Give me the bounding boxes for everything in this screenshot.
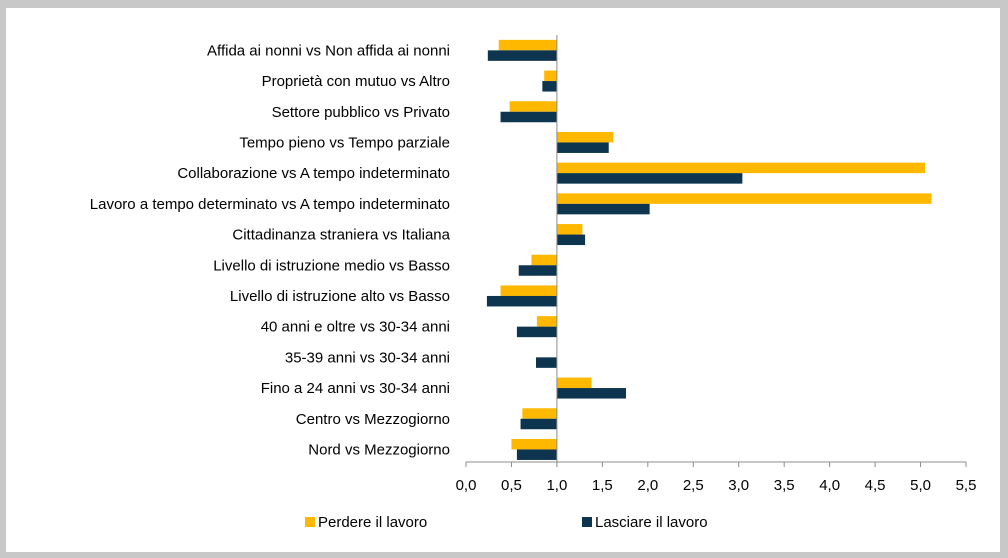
bar-perdere (500, 285, 557, 296)
bar-lasciare (516, 449, 557, 460)
category-label: Nord vs Mezzogiorno (308, 441, 450, 458)
bar-perdere (536, 316, 557, 327)
legend-label: Lasciare il lavoro (595, 514, 708, 531)
bar-perdere (511, 438, 557, 450)
bar-perdere (498, 39, 557, 51)
bar-lasciare (520, 418, 557, 430)
x-tick-label: 0,5 (501, 477, 522, 494)
bars (486, 39, 932, 460)
bar-perdere (556, 131, 614, 143)
category-labels: Affida ai nonni vs Non affida ai nonni Pr… (90, 42, 451, 458)
bar-lasciare (487, 50, 557, 61)
bar-perdere (531, 254, 557, 266)
x-tick-label: 4,0 (819, 477, 840, 494)
legend-label: Perdere il lavoro (318, 514, 427, 531)
legend-swatch (305, 517, 315, 527)
bar-lasciare (536, 357, 557, 368)
category-label: Livello di istruzione medio vs Basso (213, 257, 450, 274)
x-tick-label: 1,5 (592, 477, 613, 494)
legend: Perdere il lavoro Lasciare il lavoro (305, 514, 708, 531)
x-tick-label: 3,0 (728, 477, 749, 494)
category-label: Collaborazione vs A tempo indeterminato (177, 165, 450, 182)
category-label: 40 anni e oltre vs 30-34 anni (261, 319, 450, 336)
category-label: Cittadinanza straniera vs Italiana (232, 227, 450, 244)
bar-perdere (556, 224, 583, 235)
x-tick-label: 0,0 (456, 477, 477, 494)
bar-perdere (522, 408, 557, 419)
category-label: Settore pubblico vs Privato (272, 104, 450, 121)
category-label: Affida ai nonni vs Non affida ai nonni (207, 42, 450, 59)
bar-lasciare (556, 234, 586, 246)
category-label: Tempo pieno vs Tempo parziale (239, 134, 450, 151)
bar-lasciare (556, 142, 609, 153)
bar-lasciare (500, 111, 557, 123)
bar-lasciare (556, 388, 626, 399)
bar-perdere (556, 193, 932, 204)
category-label: Fino a 24 anni vs 30-34 anni (261, 380, 450, 397)
x-tick-label: 1,0 (546, 477, 567, 494)
bar-perdere (509, 101, 557, 112)
bar-lasciare (518, 265, 557, 276)
category-label: Livello di istruzione alto vs Basso (230, 288, 450, 305)
category-label: Proprietà con mutuo vs Altro (262, 73, 450, 90)
x-axis: 0,0 0,5 1,0 1,5 2,0 2,5 3,0 3,5 4,0 4,5 5,0 5,5 (456, 35, 977, 494)
x-tick-label: 5,5 (956, 477, 977, 494)
category-label: Centro vs Mezzogiorno (296, 411, 450, 428)
chart-panel (6, 8, 1000, 552)
category-label: 35-39 anni vs 30-34 anni (285, 349, 450, 366)
category-label: Lavoro a tempo determinato vs A tempo in… (90, 196, 450, 213)
bar-perdere (556, 377, 592, 389)
x-tick-label: 2,5 (683, 477, 704, 494)
bar-lasciare (556, 203, 650, 215)
bar-lasciare (486, 295, 557, 307)
bar-perdere (544, 70, 557, 82)
x-tick-label: 5,0 (910, 477, 931, 494)
bar-perdere (556, 162, 926, 174)
x-tick-label: 4,5 (865, 477, 886, 494)
legend-swatch (582, 517, 592, 527)
bar-lasciare (542, 81, 557, 92)
bar-lasciare (556, 173, 743, 184)
bar-lasciare (516, 326, 557, 338)
x-tick-label: 2,0 (637, 477, 658, 494)
x-tick-label: 3,5 (774, 477, 795, 494)
